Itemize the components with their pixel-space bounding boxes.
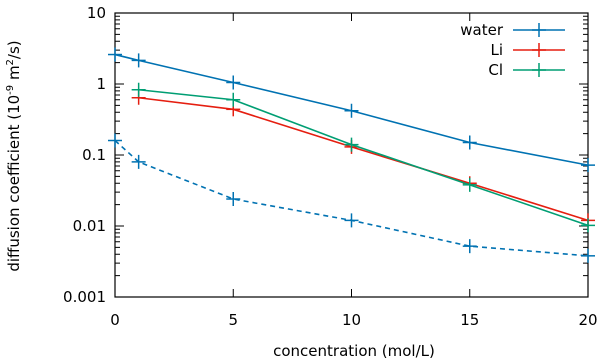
x-tick-label: 15 (460, 311, 479, 329)
legend-label: Li (490, 41, 503, 59)
series-dashed (108, 133, 595, 263)
legend: water Li Cl (460, 21, 565, 79)
x-tick-label: 0 (110, 311, 120, 329)
plot-frame (114, 12, 589, 298)
y-tick-label: 0.01 (73, 217, 106, 235)
series-Cl (131, 82, 595, 233)
x-tick-label: 10 (342, 311, 361, 329)
x-tick-label: 20 (578, 311, 597, 329)
x-axis-label: concentration (mol/L) (273, 342, 435, 360)
y-tick-label: 10 (87, 4, 106, 22)
series-water (108, 47, 595, 173)
y-tick-label: 0.001 (63, 288, 106, 306)
y-tick-label: 0.1 (82, 146, 106, 164)
series-Li (131, 90, 595, 228)
series-line (138, 88, 589, 227)
series-line (114, 139, 589, 257)
series-line (114, 53, 589, 166)
series-layer (108, 47, 595, 263)
x-tick-label: 5 (228, 311, 238, 329)
axes: 0 5 10 15 20 0.001 0.01 0.1 1 10 (63, 4, 598, 329)
legend-label: water (460, 21, 504, 39)
legend-label: Cl (488, 61, 503, 79)
y-axis-label: diffusion coefficient (10-9 m2/s) (5, 40, 23, 271)
y-tick-label: 1 (96, 75, 106, 93)
